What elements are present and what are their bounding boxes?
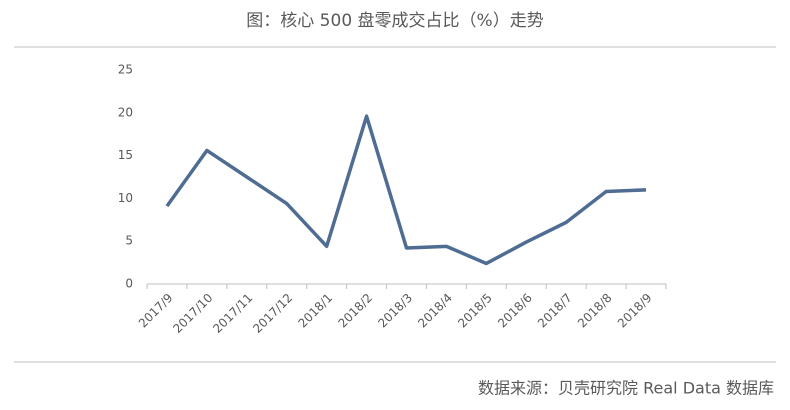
y-tick-label: 15 [118, 148, 133, 162]
chart-title: 图：核心 500 盘零成交占比（%）走势 [246, 11, 543, 31]
y-tick-label: 20 [118, 105, 133, 119]
x-tick-label: 2018/4 [415, 291, 455, 331]
x-tick-label: 2018/7 [535, 291, 575, 331]
x-tick-label: 2017/9 [136, 291, 176, 331]
x-tick-label: 2018/1 [295, 291, 335, 331]
line [165, 114, 647, 266]
y-tick-label: 10 [118, 191, 133, 205]
x-tick-label: 2018/8 [575, 291, 615, 331]
x-tick-label: 2018/2 [335, 291, 375, 331]
x-tick-label: 2017/12 [250, 291, 295, 336]
y-tick-label: 0 [125, 277, 133, 291]
source-note: 数据来源：贝壳研究院 Real Data 数据库 [478, 379, 774, 398]
y-tick-label: 5 [125, 234, 133, 248]
x-tick-label: 2018/6 [495, 291, 535, 331]
x-tick-label: 2017/11 [210, 291, 255, 336]
x-tick-label: 2018/3 [375, 291, 415, 331]
x-tick-label: 2018/9 [615, 291, 655, 331]
x-tick-label: 2018/5 [455, 291, 495, 331]
y-tick-label: 25 [118, 63, 133, 77]
x-tick-label: 2017/10 [170, 291, 215, 336]
